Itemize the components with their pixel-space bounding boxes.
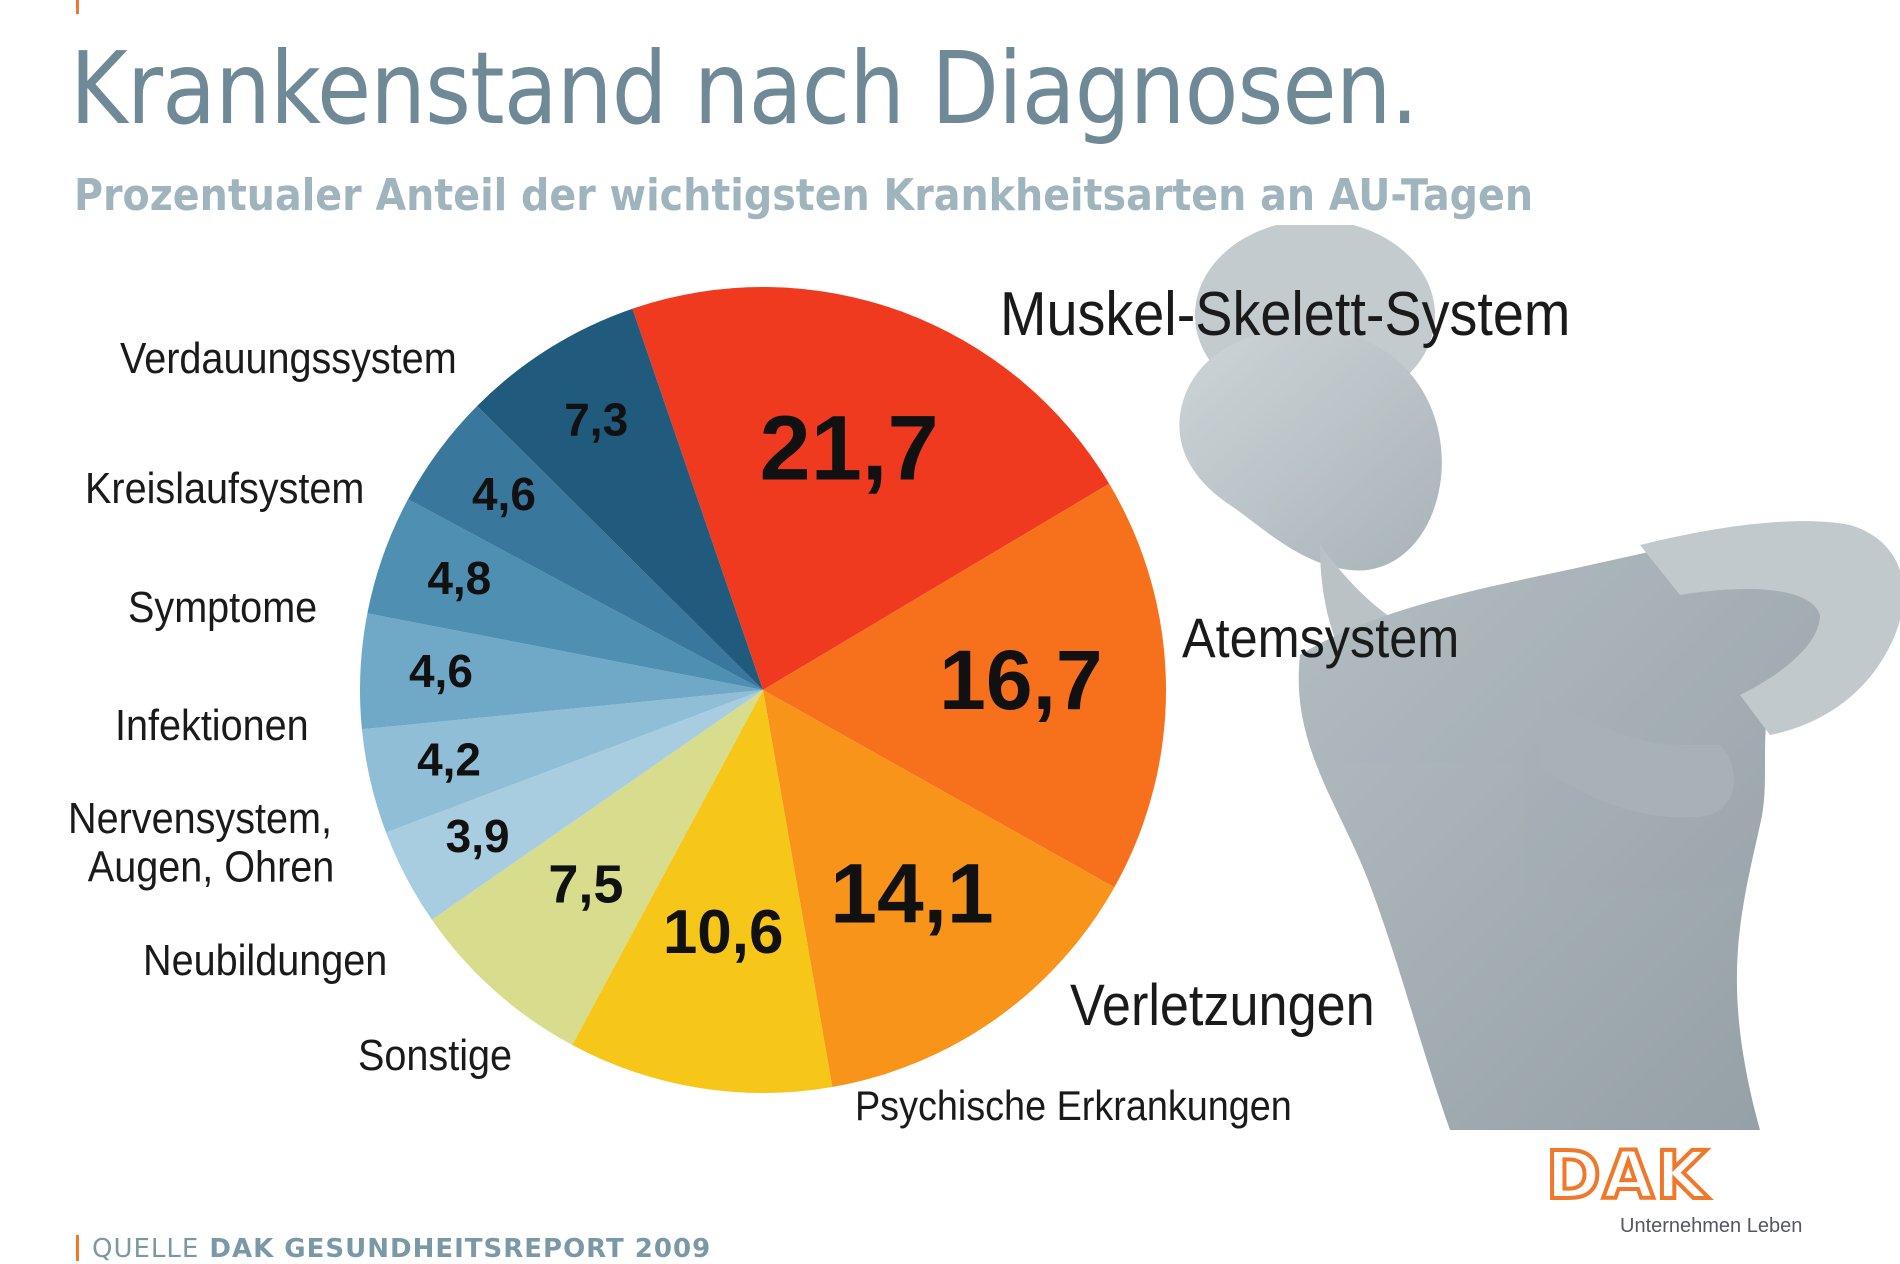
pie-value-label: 7,3 (564, 394, 628, 446)
pie-value-label: 3,9 (446, 810, 510, 862)
pie-slices (360, 287, 1166, 1093)
pie-category-label: Infektionen (115, 700, 309, 749)
pie-slice (763, 483, 1166, 888)
woman-photo-image (1179, 225, 1900, 1130)
pie-slice (360, 613, 763, 730)
chart-subtitle: Prozentualer Anteil der wichtigsten Kran… (74, 170, 1534, 221)
pie-value-label: 21,7 (760, 398, 939, 500)
source-prefix: QUELLE (92, 1234, 200, 1264)
accent-tick (76, 0, 79, 14)
pie-category-label: Psychische Erkrankungen (855, 1083, 1292, 1129)
source-footer: QUELLE DAK GESUNDHEITSREPORT 2009 (92, 1234, 711, 1264)
pie-category-label: Kreislaufsystem (85, 463, 364, 512)
pie-slice (386, 690, 763, 920)
pie-slice (408, 405, 763, 690)
pie-slice (431, 690, 763, 1045)
pie-value-label: 16,7 (939, 633, 1103, 727)
pie-value-label: 4,8 (427, 552, 491, 604)
pie-value-label: 10,6 (663, 898, 784, 967)
pie-category-label: Atemsystem (1182, 608, 1459, 670)
pie-slice (477, 308, 763, 690)
dak-logo: DAK Unternehmen Leben (1544, 1140, 1802, 1237)
pie-slice (632, 287, 1110, 690)
pie-category-label: Muskel-Skelett-System (1000, 280, 1570, 348)
pie-category-label: Sonstige (358, 1030, 512, 1079)
pie-value-label: 7,5 (548, 855, 623, 915)
pie-value-label: 14,1 (830, 847, 994, 941)
source-name: DAK GESUNDHEITSREPORT 2009 (209, 1234, 712, 1264)
pie-category-label: Nervensystem, Augen, Ohren (68, 793, 334, 891)
pie-slice (367, 499, 763, 690)
dak-logo-tagline: Unternehmen Leben (1620, 1215, 1802, 1237)
pie-value-label: 4,6 (409, 645, 473, 697)
pie-category-label: Verdauungssystem (120, 333, 457, 382)
chart-title: Krankenstand nach Diagnosen. (70, 30, 1419, 147)
dak-logo-wordmark: DAK (1546, 1140, 1710, 1214)
pie-slice (572, 690, 833, 1093)
pie-value-labels: 21,7 16,7 14,1 10,6 7,5 3,9 4,2 4,6 4,8 4,6 7,3 (409, 394, 1103, 967)
pie-value-label: 4,2 (417, 733, 481, 785)
pie-category-labels: Muskel-Skelett-System Atemsystem Verletzun… (68, 280, 1570, 1129)
pie-slice (763, 690, 1115, 1087)
pie-slice (361, 690, 763, 833)
pie-category-label: Neubildungen (143, 935, 387, 984)
footer-accent-bar (76, 1235, 79, 1261)
pie-category-label: Symptome (128, 582, 317, 631)
pie-category-label: Verletzungen (1070, 972, 1375, 1037)
pie-value-label: 4,6 (472, 468, 536, 520)
